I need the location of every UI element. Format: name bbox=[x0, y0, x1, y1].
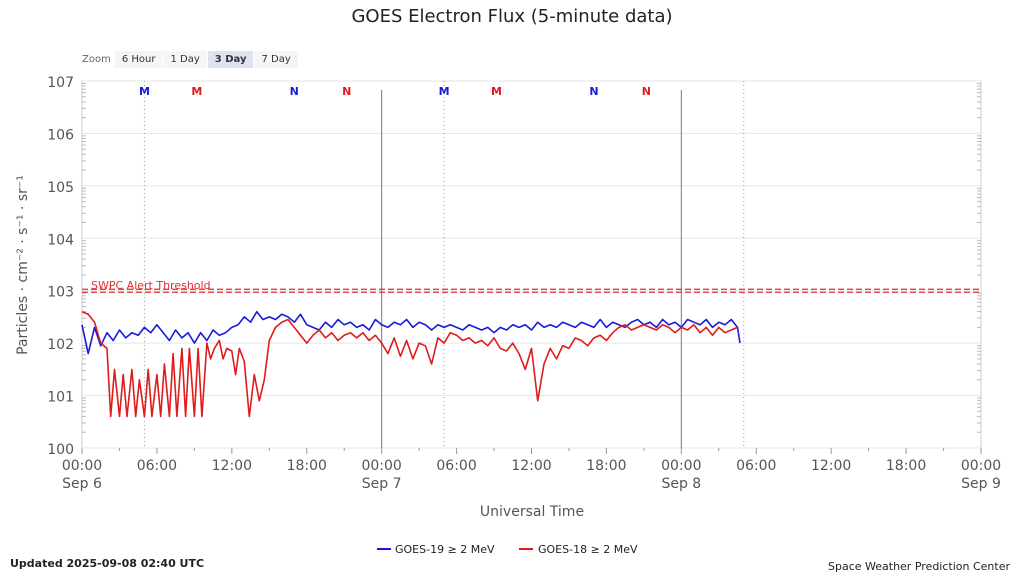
y-tick-label: 101 bbox=[47, 390, 74, 406]
y-tick-label: 105 bbox=[47, 180, 74, 196]
x-tick-label: 00:00 bbox=[62, 458, 102, 474]
x-tick-label: 18:00 bbox=[287, 458, 327, 474]
event-marker: M bbox=[191, 85, 202, 98]
chart-title: GOES Electron Flux (5-minute data) bbox=[351, 6, 673, 27]
event-marker: N bbox=[642, 85, 651, 98]
y-tick-label: 102 bbox=[47, 337, 74, 353]
event-marker: M bbox=[439, 85, 450, 98]
y-tick-label: 100 bbox=[47, 442, 74, 458]
x-tick-date-label: Sep 7 bbox=[362, 476, 402, 492]
legend-label-goes19[interactable]: GOES-19 ≥ 2 MeV bbox=[395, 543, 495, 556]
event-marker: M bbox=[491, 85, 502, 98]
event-marker: N bbox=[342, 85, 351, 98]
x-tick-label: 06:00 bbox=[736, 458, 776, 474]
x-tick-label: 18:00 bbox=[886, 458, 926, 474]
grid bbox=[81, 80, 982, 454]
event-marker: N bbox=[290, 85, 299, 98]
zoom-7-day-button[interactable]: 7 Day bbox=[254, 51, 298, 68]
zoom-label: Zoom bbox=[82, 54, 111, 65]
threshold-label: SWPC Alert Threshold bbox=[91, 279, 211, 292]
plot-frame bbox=[81, 80, 982, 449]
series-goes18-line bbox=[81, 310, 738, 418]
legend-label-goes18[interactable]: GOES-18 ≥ 2 MeV bbox=[538, 543, 638, 556]
x-tick-label: 12:00 bbox=[511, 458, 551, 474]
x-tick-label: 12:00 bbox=[811, 458, 851, 474]
zoom-bar: Zoom 6 Hour 1 Day 3 Day 7 Day bbox=[82, 51, 299, 68]
x-tick-label: 12:00 bbox=[212, 458, 252, 474]
series-goes19-line bbox=[81, 310, 741, 355]
x-tick-label: 06:00 bbox=[436, 458, 476, 474]
credit-text: Space Weather Prediction Center bbox=[828, 560, 1010, 573]
x-tick-date-label: Sep 9 bbox=[961, 476, 1001, 492]
x-tick-label: 00:00 bbox=[961, 458, 1001, 474]
y-tick-label: 104 bbox=[47, 232, 74, 248]
legend: GOES-19 ≥ 2 MeV GOES-18 ≥ 2 MeV bbox=[377, 543, 638, 556]
y-axis-title: Particles · cm⁻² · s⁻¹ · sr⁻¹ bbox=[15, 175, 31, 355]
y-tick-label: 107 bbox=[47, 75, 74, 91]
x-tick-label: 00:00 bbox=[661, 458, 701, 474]
series bbox=[81, 310, 741, 418]
zoom-1-day-button[interactable]: 1 Day bbox=[163, 51, 207, 68]
x-axis-ticks: 00:00 Sep 6 06:00 12:00 18:00 00:00 Sep 7 06:00… bbox=[62, 458, 1001, 492]
x-tick-label: 00:00 bbox=[361, 458, 401, 474]
x-tick-label: 06:00 bbox=[137, 458, 177, 474]
updated-timestamp: Updated 2025-09-08 02:40 UTC bbox=[10, 557, 205, 570]
x-tick-date-label: Sep 6 bbox=[62, 476, 102, 492]
zoom-3-day-button[interactable]: 3 Day bbox=[207, 51, 254, 68]
y-tick-label: 106 bbox=[47, 127, 74, 143]
event-marker: M bbox=[139, 85, 150, 98]
zoom-6-hour-button[interactable]: 6 Hour bbox=[114, 51, 163, 68]
x-tick-date-label: Sep 8 bbox=[661, 476, 701, 492]
event-marker: N bbox=[589, 85, 598, 98]
x-axis-title: Universal Time bbox=[480, 504, 584, 520]
y-tick-label: 103 bbox=[47, 285, 74, 301]
y-axis-ticks: 100 101 102 103 104 105 106 107 bbox=[47, 75, 74, 458]
x-tick-label: 18:00 bbox=[586, 458, 626, 474]
